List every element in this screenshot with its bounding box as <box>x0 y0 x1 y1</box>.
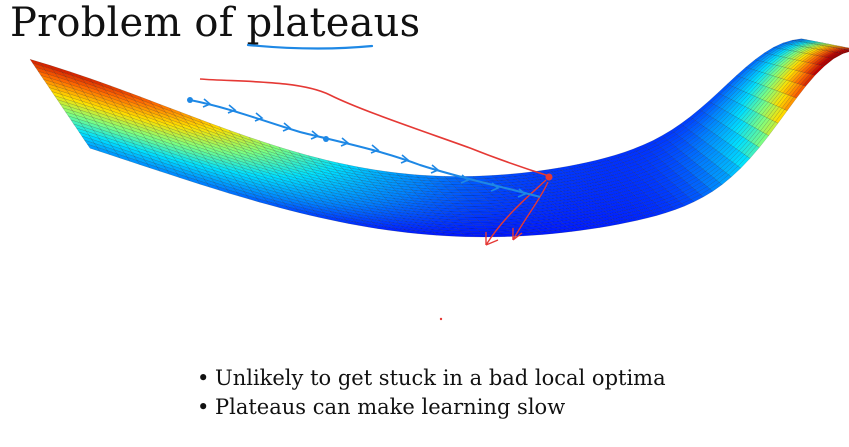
surface-patch <box>838 47 849 50</box>
red-plateau-line-annotation <box>199 78 550 177</box>
blue-arrowhead <box>310 130 320 140</box>
surface-mesh <box>29 38 849 238</box>
bullet-list: • Unlikely to get stuck in a bad local op… <box>197 364 666 422</box>
red-small-dot-annotation <box>439 317 443 321</box>
slide-title-text: Problem of plateaus <box>10 0 421 46</box>
blue-step-arrows-annotation <box>202 98 527 198</box>
blue-arrowhead <box>430 164 440 174</box>
blue-arrowhead <box>254 112 264 122</box>
bullet-text: Unlikely to get stuck in a bad local opt… <box>215 366 666 390</box>
blue-arrowhead <box>490 182 500 192</box>
surface-patch <box>841 48 849 50</box>
plateau-surface-figure <box>29 38 849 321</box>
bullet-text: Plateaus can make learning slow <box>215 395 566 419</box>
surface-patch <box>837 49 849 54</box>
blue-gradient-path-annotation <box>189 99 541 198</box>
blue-start-point-annotation <box>187 97 193 103</box>
bullet-dot-icon: • <box>197 395 210 419</box>
blue-arrowhead <box>460 174 470 184</box>
blue-arrowhead <box>202 98 212 108</box>
title-underline-annotation <box>246 43 374 50</box>
blue-arrowhead <box>227 104 237 114</box>
bullet-item: • Plateaus can make learning slow <box>197 393 666 422</box>
red-point-annotation <box>545 173 553 181</box>
surface-patch <box>843 48 849 50</box>
blue-arrowhead <box>400 154 410 164</box>
red-descent-arrow-annotation <box>485 179 549 246</box>
slide-title: Problem of plateaus <box>10 0 420 46</box>
bullet-item: • Unlikely to get stuck in a bad local op… <box>197 364 666 393</box>
blue-arrowhead <box>370 144 380 154</box>
blue-arrowhead <box>517 188 527 198</box>
blue-arrowhead <box>282 122 292 132</box>
blue-arrowhead <box>340 137 350 147</box>
blue-mid-point-annotation <box>323 136 329 142</box>
surface-patch <box>840 50 849 54</box>
bullet-dot-icon: • <box>197 366 210 390</box>
